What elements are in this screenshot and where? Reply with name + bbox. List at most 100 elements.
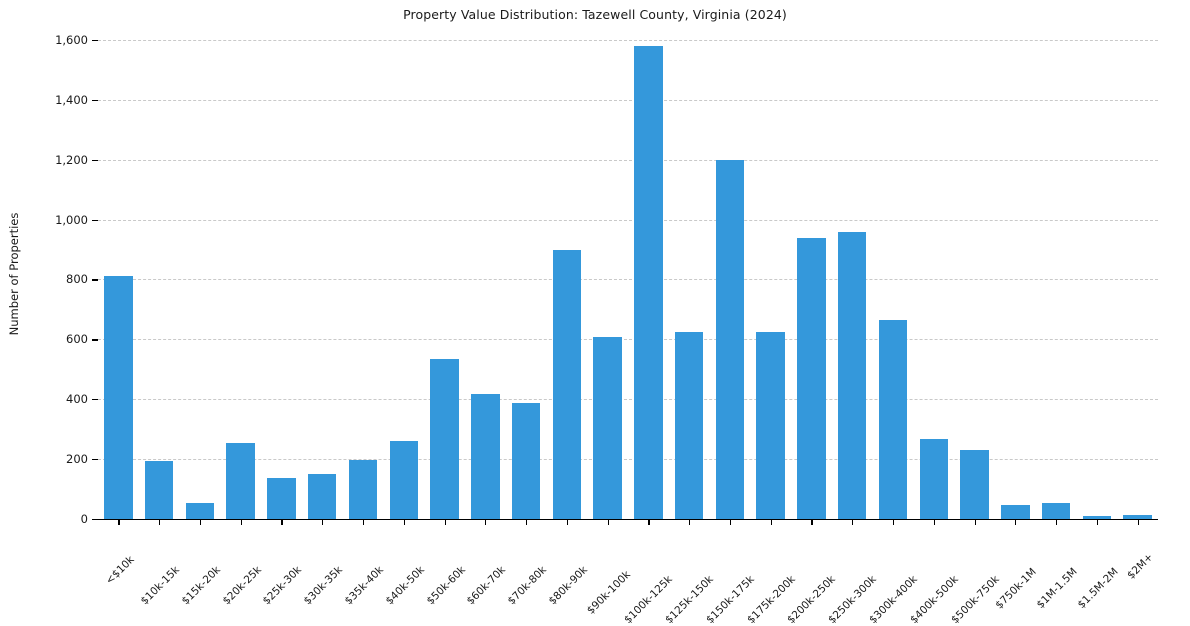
bar <box>837 232 867 519</box>
gridline <box>98 279 1158 281</box>
bar <box>797 237 826 519</box>
bar <box>267 477 296 519</box>
x-axis-tick-label: $40k-50k <box>383 529 461 607</box>
x-axis-tick-mark <box>1096 520 1099 525</box>
x-axis-tick-label-text: <$10k <box>103 553 138 587</box>
x-axis-tick-label: <$10k <box>104 529 162 587</box>
x-axis-tick-label-text: $40k-50k <box>383 563 427 608</box>
bar <box>960 450 989 519</box>
bar <box>226 442 255 519</box>
bar <box>756 332 785 519</box>
y-axis-tick-label: 200 <box>66 452 88 467</box>
y-axis-tick-mark <box>92 519 98 521</box>
gridline <box>98 339 1158 341</box>
x-axis-tick-mark <box>240 520 242 525</box>
y-axis-tick-mark <box>92 459 98 461</box>
bar <box>144 460 174 519</box>
x-axis-tick-label-text: $1M-1.5M <box>1034 565 1080 611</box>
chart-figure: Property Value Distribution: Tazewell Co… <box>7 7 1158 626</box>
x-axis-tick-mark <box>485 520 487 525</box>
bar <box>552 250 582 519</box>
x-axis-tick-mark <box>363 520 365 525</box>
x-axis-tick-label: $35k-40k <box>343 529 420 607</box>
bar <box>715 159 745 519</box>
x-axis-tick-label: $70k-80k <box>506 529 584 607</box>
gridline <box>98 399 1158 401</box>
x-axis-tick-mark <box>770 520 772 525</box>
y-axis-tick-label: 1,600 <box>55 32 88 47</box>
x-axis-tick-mark <box>1056 520 1058 525</box>
x-axis-tick-mark <box>322 520 324 525</box>
gridline <box>98 219 1158 221</box>
bar <box>511 402 541 519</box>
x-axis-tick-label: $90k-100k <box>584 529 672 617</box>
bar <box>919 438 949 519</box>
x-axis-tick-mark <box>689 520 691 525</box>
y-axis-tick-mark <box>92 279 98 281</box>
x-axis-line <box>98 519 1158 521</box>
gridline <box>98 39 1158 41</box>
y-axis-tick-mark <box>92 159 98 161</box>
x-axis-tick-label: $10k-15k <box>139 529 217 607</box>
x-axis-tick-mark <box>159 520 161 525</box>
bar <box>674 331 704 519</box>
gridline <box>98 159 1158 161</box>
y-axis-tick-mark <box>92 39 98 42</box>
bar <box>348 459 378 519</box>
x-axis-tick-mark <box>1015 520 1017 525</box>
y-axis-tick-mark <box>92 399 98 401</box>
y-axis-tick-label: 600 <box>66 332 88 347</box>
bar <box>593 336 622 519</box>
bar <box>1082 515 1112 519</box>
y-axis-tick-label: 800 <box>66 272 88 287</box>
gridline <box>98 459 1158 461</box>
x-axis-tick-mark <box>933 520 935 525</box>
y-axis-tick-label: 0 <box>80 512 88 526</box>
x-axis-tick-mark <box>811 520 813 525</box>
gridline <box>98 99 1158 101</box>
x-axis-tick-mark <box>893 520 895 525</box>
bar <box>1041 502 1071 519</box>
y-axis-tick-mark <box>92 339 98 341</box>
x-axis-tick-mark <box>729 520 732 525</box>
bar <box>389 440 419 519</box>
x-axis-tick-mark <box>444 520 446 525</box>
chart-title: Property Value Distribution: Tazewell Co… <box>403 7 787 22</box>
bar <box>878 319 908 519</box>
x-axis-tick-label-text: $10k-15k <box>138 563 183 608</box>
x-axis-tick-mark <box>403 520 405 525</box>
bar <box>471 394 500 519</box>
x-axis-tick-label-text: $20k-25k <box>220 563 264 608</box>
x-axis-tick-label-text: $1.5M-2M <box>1075 565 1121 611</box>
x-axis-tick-mark <box>566 520 569 525</box>
x-axis-tick-label-text: $30k-35k <box>301 563 346 608</box>
y-axis-tick-label: 400 <box>66 392 88 407</box>
x-axis-tick-mark <box>199 520 202 525</box>
x-axis-tick-label-text: $25k-30k <box>261 563 305 608</box>
bar <box>430 358 459 519</box>
x-axis-tick-mark <box>648 520 650 525</box>
x-axis-tick-mark <box>607 520 609 525</box>
y-axis-tick-mark <box>92 219 98 221</box>
bar <box>634 45 663 519</box>
bar <box>1001 504 1030 519</box>
x-axis-tick-label-text: $15k-20k <box>179 563 223 608</box>
bar <box>1123 514 1152 519</box>
x-axis-tick-label-text: $50k-60k <box>424 563 468 608</box>
x-axis-tick-label-text: $90k-100k <box>584 568 633 617</box>
x-axis-tick-label-text: $35k-40k <box>342 563 386 608</box>
y-axis-tick-label: 1,200 <box>55 152 88 167</box>
y-axis-tick-label: 1,400 <box>55 92 88 107</box>
bar <box>104 275 133 519</box>
x-axis-tick-mark <box>281 520 283 525</box>
x-axis-tick-mark <box>974 520 976 525</box>
x-axis-tick-label-text: $80k-90k <box>546 563 590 608</box>
x-axis-tick-mark <box>1137 520 1139 525</box>
x-axis-tick-label: $15k-20k <box>179 529 257 607</box>
x-axis-tick-mark <box>118 520 120 525</box>
bar <box>307 474 337 519</box>
bar <box>185 502 215 519</box>
x-axis-tick-mark <box>852 520 854 525</box>
y-axis-tick-label: 1,000 <box>55 212 88 227</box>
x-axis-tick-mark <box>526 520 528 525</box>
